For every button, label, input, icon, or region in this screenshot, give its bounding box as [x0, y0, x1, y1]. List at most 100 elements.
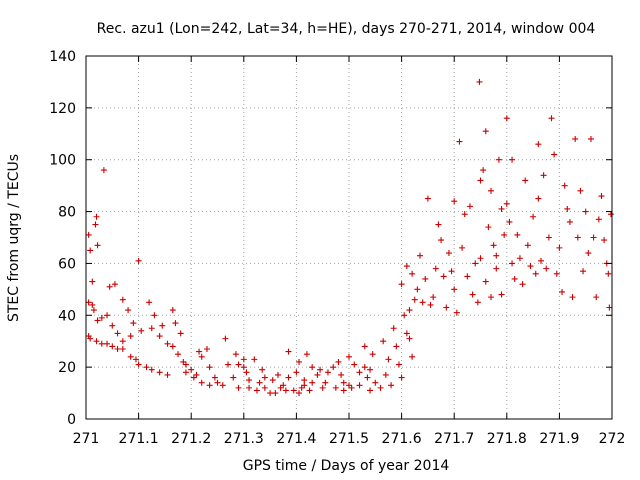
data-point — [438, 237, 445, 244]
data-point — [598, 193, 605, 200]
data-point — [206, 382, 213, 389]
data-point — [485, 224, 492, 231]
data-point — [406, 307, 413, 314]
data-point — [211, 374, 218, 381]
y-tick-label: 20 — [58, 360, 76, 376]
data-point — [303, 351, 310, 358]
data-point — [87, 247, 94, 254]
data-point — [94, 242, 101, 249]
data-point — [372, 379, 379, 386]
data-point — [461, 211, 468, 218]
data-point — [261, 384, 268, 391]
data-point — [282, 387, 289, 394]
data-point — [100, 167, 107, 174]
data-point — [114, 330, 121, 337]
data-point — [219, 382, 226, 389]
data-point — [498, 291, 505, 298]
x-tick-label: 271 — [73, 431, 100, 447]
data-point — [106, 283, 113, 290]
data-point — [130, 320, 137, 327]
data-point — [535, 195, 542, 202]
y-tick-label: 60 — [58, 256, 76, 272]
data-point — [272, 390, 279, 397]
data-point — [301, 377, 308, 384]
data-point — [398, 374, 405, 381]
x-tick-label: 271.9 — [539, 431, 579, 447]
data-point — [340, 387, 347, 394]
data-point — [351, 361, 358, 368]
data-point — [361, 364, 368, 371]
data-point — [109, 343, 116, 350]
data-point — [296, 358, 303, 365]
data-point — [430, 294, 437, 301]
data-point — [582, 208, 589, 215]
data-point — [377, 384, 384, 391]
data-point — [551, 151, 558, 158]
data-point — [382, 371, 389, 378]
data-point — [522, 177, 529, 184]
data-point — [317, 366, 324, 373]
x-tick-label: 271.4 — [276, 431, 316, 447]
data-point — [198, 379, 205, 386]
data-point — [493, 252, 500, 259]
data-point — [182, 369, 189, 376]
data-point — [104, 312, 111, 319]
data-point — [459, 244, 466, 251]
data-point — [169, 343, 176, 350]
data-point — [98, 314, 105, 321]
data-point — [87, 335, 94, 342]
data-point — [564, 205, 571, 212]
data-point — [98, 340, 105, 347]
data-point — [332, 384, 339, 391]
data-point — [409, 270, 416, 277]
data-point — [417, 252, 424, 259]
y-tick-label: 0 — [67, 412, 76, 428]
y-axis-label: STEC from uqrg / TECUs — [6, 154, 22, 322]
data-point — [409, 353, 416, 360]
data-point — [419, 299, 426, 306]
data-point — [474, 299, 481, 306]
data-point — [472, 260, 479, 267]
data-point — [493, 265, 500, 272]
grid — [86, 56, 612, 419]
data-point — [456, 138, 463, 145]
y-tick-label: 80 — [58, 205, 76, 221]
data-point — [509, 260, 516, 267]
data-point — [466, 203, 473, 210]
data-point — [388, 382, 395, 389]
data-point — [243, 369, 250, 376]
data-point — [196, 348, 203, 355]
data-point — [230, 374, 237, 381]
y-tick-label: 40 — [58, 308, 76, 324]
data-point — [127, 333, 134, 340]
data-point — [164, 340, 171, 347]
data-point — [395, 361, 402, 368]
data-point — [119, 296, 126, 303]
data-point — [482, 278, 489, 285]
data-point — [445, 250, 452, 257]
data-point — [285, 348, 292, 355]
data-point — [482, 128, 489, 135]
data-point — [148, 366, 155, 373]
data-point — [214, 379, 221, 386]
data-point — [85, 299, 92, 306]
data-point — [151, 312, 158, 319]
data-point — [94, 317, 101, 324]
data-point — [385, 356, 392, 363]
data-point — [148, 325, 155, 332]
data-point — [132, 356, 139, 363]
data-point — [367, 387, 374, 394]
data-point — [180, 358, 187, 365]
data-point — [330, 364, 337, 371]
data-point — [267, 390, 274, 397]
data-point — [540, 172, 547, 179]
axis-ticks: 271 271.1 271.2 271.3 271.4 271.5 271.6 271.7 27… — [49, 49, 625, 447]
x-tick-label: 271.7 — [434, 431, 474, 447]
data-point — [298, 384, 305, 391]
data-point — [280, 382, 287, 389]
data-point — [119, 345, 126, 352]
data-point — [198, 353, 205, 360]
data-point — [453, 309, 460, 316]
data-point — [548, 115, 555, 122]
